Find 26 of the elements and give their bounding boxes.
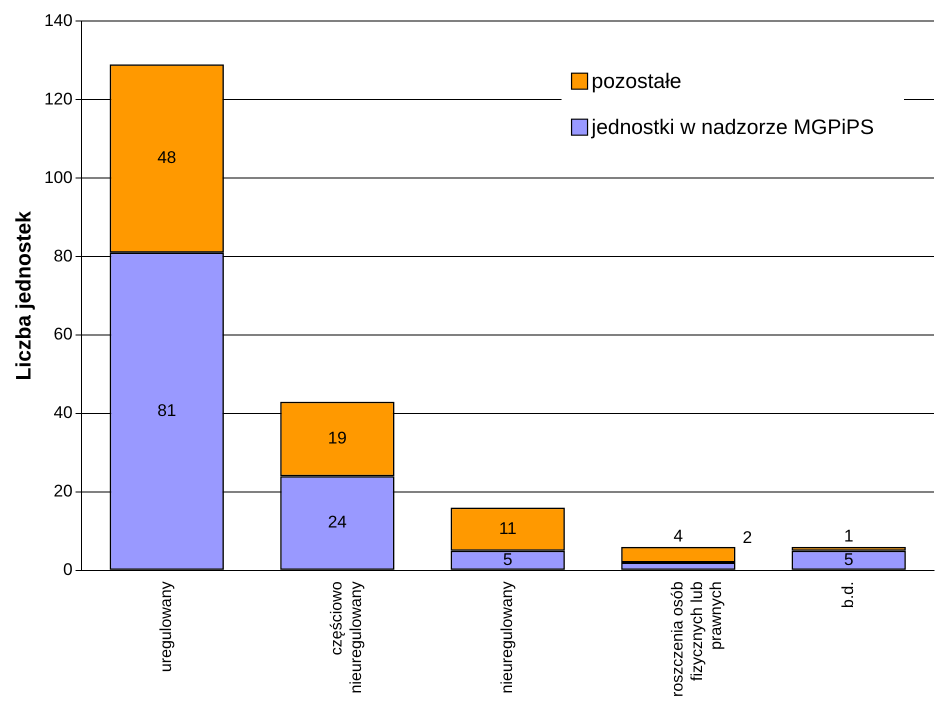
x-tick-label: częściowo nieuregulowany: [328, 581, 365, 694]
y-tick-label: 20: [54, 482, 73, 501]
x-tick-label: b.d.: [840, 581, 858, 608]
data-label: 24: [328, 512, 347, 532]
legend-label: pozostałe: [592, 70, 682, 93]
data-label: 1: [844, 526, 854, 546]
y-tick-label: 140: [44, 10, 73, 30]
data-label: 5: [844, 550, 854, 570]
x-tick-label: roszczenia osób fizycznych lub prawnych: [670, 581, 726, 698]
y-tick-label: 120: [44, 89, 73, 108]
y-tick-label: 80: [54, 246, 73, 266]
data-label: 48: [157, 148, 176, 168]
y-tick-label: 40: [54, 403, 73, 422]
data-label: 19: [328, 428, 347, 448]
y-tick-label: 0: [63, 560, 73, 580]
x-tick-label: uregulowany: [158, 581, 176, 672]
data-label: 4: [674, 526, 684, 546]
y-axis-title: Liczba jednostek: [12, 210, 36, 380]
y-tick-label: 60: [54, 324, 73, 344]
y-tick-label: 100: [44, 168, 73, 187]
data-label: 2: [742, 528, 752, 548]
data-label: 11: [498, 518, 517, 538]
data-label: 5: [503, 550, 513, 570]
x-tick-label: nieuregulowany: [499, 581, 516, 694]
legend-label: jednostki w nadzorze MGPiPS: [590, 116, 874, 139]
data-label: 81: [157, 400, 176, 420]
